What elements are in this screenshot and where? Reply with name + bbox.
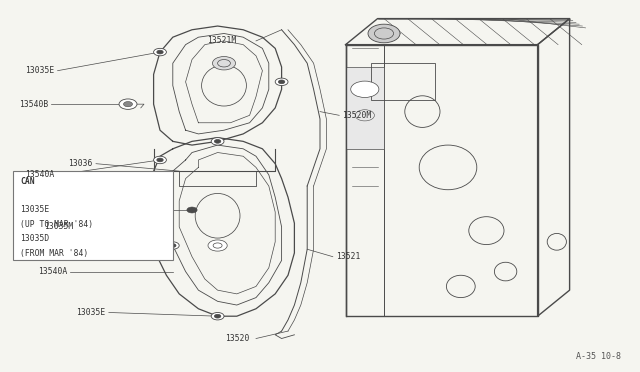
Text: 13035D: 13035D (20, 234, 50, 243)
Text: 13521M: 13521M (207, 36, 237, 45)
Text: 13035E: 13035E (76, 308, 106, 317)
Circle shape (154, 156, 166, 164)
Text: 13035E: 13035E (20, 205, 50, 215)
Circle shape (211, 312, 224, 320)
Circle shape (124, 102, 132, 107)
Text: 13540A: 13540A (25, 170, 54, 179)
Circle shape (119, 99, 137, 109)
Text: 13540B: 13540B (19, 100, 48, 109)
Text: 13035M: 13035M (44, 222, 74, 231)
Circle shape (275, 78, 288, 86)
Text: 13520: 13520 (225, 334, 250, 343)
Circle shape (154, 48, 166, 56)
Text: 13520M: 13520M (342, 111, 372, 120)
Circle shape (351, 81, 379, 97)
Text: 13540A: 13540A (38, 267, 67, 276)
Circle shape (157, 158, 163, 162)
Text: A-35 10-8: A-35 10-8 (576, 352, 621, 361)
Text: 13035E: 13035E (25, 66, 54, 75)
Circle shape (208, 240, 227, 251)
Text: CAN: CAN (20, 177, 35, 186)
Circle shape (214, 140, 221, 143)
Text: (UP TO MAR '84): (UP TO MAR '84) (20, 220, 93, 229)
Bar (371, 63, 435, 100)
Circle shape (170, 244, 176, 247)
Text: 13036: 13036 (68, 159, 93, 168)
Text: (FROM MAR '84): (FROM MAR '84) (20, 249, 89, 258)
Bar (13, 171, 173, 260)
Text: 13521: 13521 (336, 252, 360, 261)
Circle shape (211, 138, 224, 145)
Circle shape (278, 80, 285, 84)
Circle shape (212, 57, 236, 70)
Circle shape (166, 242, 179, 249)
Bar (346, 67, 384, 149)
Circle shape (157, 50, 163, 54)
Circle shape (187, 207, 197, 213)
Circle shape (214, 314, 221, 318)
Circle shape (368, 24, 400, 43)
